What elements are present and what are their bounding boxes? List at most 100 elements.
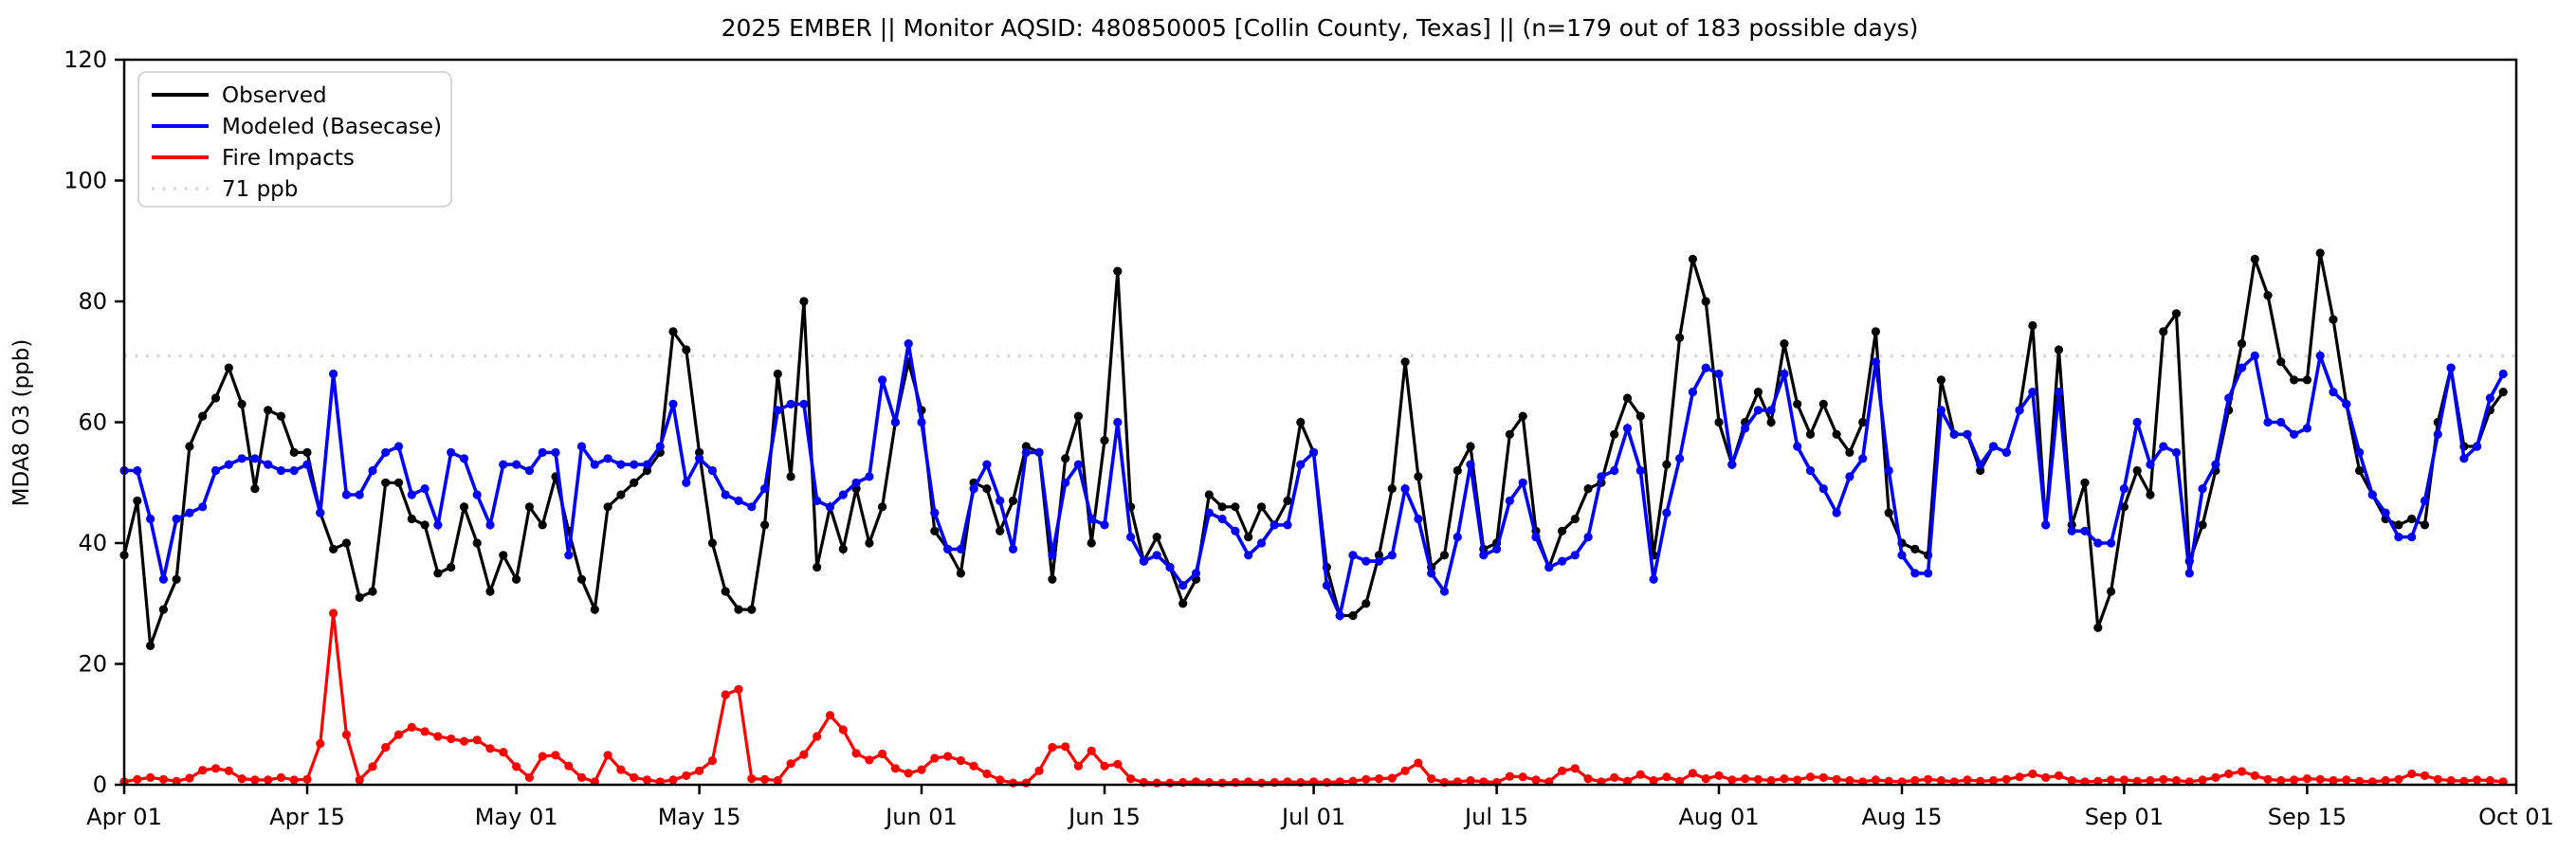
data-point — [1231, 502, 1240, 512]
data-point — [316, 508, 325, 517]
data-point — [407, 490, 416, 499]
data-point — [890, 764, 901, 773]
y-tick-label: 80 — [78, 288, 107, 315]
data-point — [930, 526, 940, 535]
data-point — [420, 483, 429, 494]
data-point — [1152, 778, 1161, 788]
data-point — [707, 538, 718, 548]
data-point — [485, 520, 495, 530]
data-point — [524, 772, 535, 783]
data-point — [2054, 345, 2064, 354]
data-point — [524, 502, 535, 512]
data-point — [943, 752, 953, 761]
data-point — [381, 742, 391, 753]
data-point — [930, 753, 940, 763]
data-point — [616, 765, 626, 774]
data-point — [1387, 551, 1397, 560]
data-point — [2485, 775, 2494, 786]
data-point — [642, 465, 652, 476]
data-point — [2054, 388, 2064, 397]
data-point — [2381, 508, 2390, 517]
data-point — [2171, 309, 2182, 318]
data-point — [1936, 406, 1946, 415]
data-point — [1884, 508, 1893, 517]
data-point — [2302, 424, 2311, 433]
series-fire-impacts — [119, 608, 2508, 788]
data-point — [2132, 776, 2142, 786]
data-point — [1309, 447, 1319, 457]
data-point — [1688, 388, 1697, 397]
data-point — [878, 502, 887, 512]
data-point — [1531, 533, 1541, 542]
data-point — [1805, 772, 1816, 782]
data-point — [276, 772, 285, 783]
data-point — [1845, 472, 1854, 481]
data-point — [2067, 775, 2076, 786]
data-point — [524, 465, 535, 476]
data-point — [1466, 775, 1475, 786]
data-point — [2211, 460, 2220, 469]
data-point — [1558, 526, 1567, 535]
data-point — [264, 775, 273, 785]
data-point — [2159, 327, 2168, 336]
data-point — [2355, 776, 2365, 786]
data-point — [1414, 758, 1423, 768]
data-point — [158, 605, 168, 614]
data-point — [2420, 496, 2430, 506]
data-point — [1976, 465, 1985, 476]
data-point — [747, 605, 757, 614]
data-point — [2171, 447, 2182, 457]
data-point — [956, 755, 966, 766]
data-point — [224, 460, 233, 469]
data-point — [2159, 774, 2168, 784]
data-point — [1244, 533, 1253, 542]
data-point — [2015, 406, 2024, 415]
data-point — [1570, 514, 1580, 524]
data-point — [1963, 429, 1972, 439]
data-point — [2407, 769, 2417, 779]
data-point — [2107, 775, 2116, 785]
data-point — [1845, 775, 1854, 786]
y-tick-label: 0 — [93, 771, 107, 798]
data-point — [1949, 429, 1959, 439]
data-point — [2119, 775, 2128, 785]
data-point — [1793, 442, 1802, 451]
data-point — [2355, 465, 2365, 476]
data-point — [210, 465, 221, 476]
data-point — [198, 502, 208, 512]
data-point — [799, 399, 809, 408]
data-point — [499, 748, 508, 757]
data-point — [943, 544, 953, 554]
data-point — [2146, 775, 2155, 786]
data-point — [1727, 775, 1737, 785]
data-point — [1256, 538, 1267, 548]
data-point — [1283, 520, 1292, 530]
x-tick-label: Sep 15 — [2268, 804, 2347, 830]
data-point — [825, 502, 835, 512]
data-point — [1597, 472, 1606, 481]
data-point — [1178, 581, 1188, 590]
data-point — [1126, 774, 1136, 784]
data-point — [355, 775, 364, 785]
data-point — [1008, 778, 1018, 788]
data-point — [603, 454, 612, 463]
data-point — [341, 490, 351, 499]
x-axis: Apr 01 Apr 15 May 01 May 15 Jun 01 Jun 15 Jul … — [86, 785, 2554, 830]
data-point — [668, 775, 678, 785]
data-point — [930, 508, 940, 517]
data-point — [393, 478, 404, 487]
data-point — [420, 520, 429, 530]
data-point — [2473, 775, 2482, 785]
data-point — [760, 520, 770, 530]
data-point — [407, 514, 416, 524]
data-point — [2041, 772, 2051, 783]
data-point — [1988, 775, 1999, 786]
data-point — [1034, 447, 1044, 457]
data-point — [172, 574, 181, 584]
data-point — [1701, 363, 1710, 372]
data-point — [1963, 775, 1972, 785]
data-point — [838, 544, 848, 554]
x-tick-label: Apr 01 — [86, 804, 162, 830]
x-tick-label: Apr 15 — [269, 804, 345, 830]
data-point — [682, 345, 691, 354]
